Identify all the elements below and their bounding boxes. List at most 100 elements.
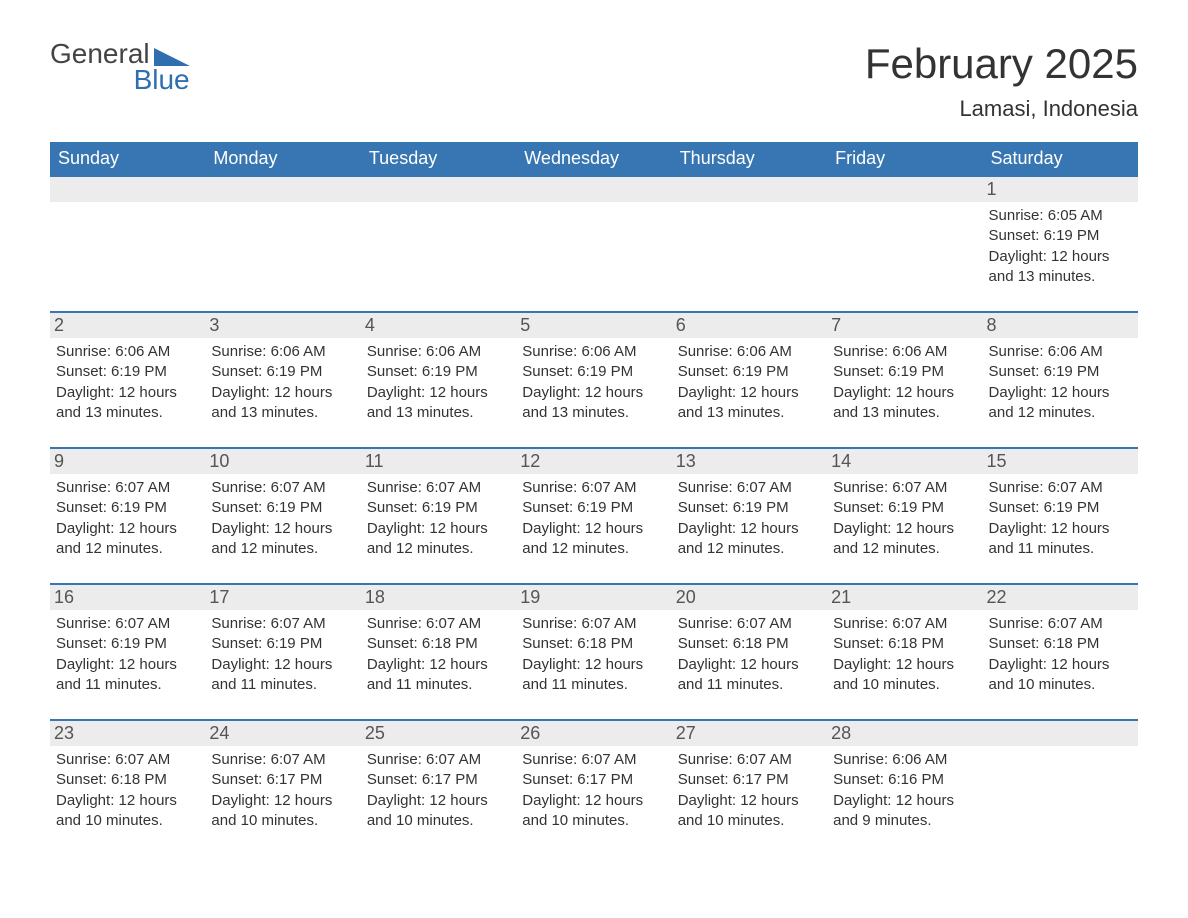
sunset-text: Sunset: 6:19 PM: [989, 226, 1132, 246]
day-cell: 10Sunrise: 6:07 AMSunset: 6:19 PMDayligh…: [205, 448, 360, 584]
sunset-text: Sunset: 6:19 PM: [367, 498, 510, 518]
sunset-text: Sunset: 6:19 PM: [522, 362, 665, 382]
sunset-text: Sunset: 6:19 PM: [56, 634, 199, 654]
day-info: Sunrise: 6:07 AMSunset: 6:19 PMDaylight:…: [678, 478, 821, 559]
sunrise-text: Sunrise: 6:07 AM: [56, 478, 199, 498]
daylight-text: Daylight: 12 hours and 13 minutes.: [56, 383, 199, 424]
sunset-text: Sunset: 6:16 PM: [833, 770, 976, 790]
daylight-text: Daylight: 12 hours and 9 minutes.: [833, 791, 976, 832]
day-cell: 2Sunrise: 6:06 AMSunset: 6:19 PMDaylight…: [50, 312, 205, 448]
day-cell: 16Sunrise: 6:07 AMSunset: 6:19 PMDayligh…: [50, 584, 205, 720]
day-info: Sunrise: 6:07 AMSunset: 6:17 PMDaylight:…: [367, 750, 510, 831]
sunset-text: Sunset: 6:19 PM: [989, 362, 1132, 382]
day-number: 19: [516, 585, 671, 610]
day-header-friday: Friday: [827, 142, 982, 176]
day-info: Sunrise: 6:07 AMSunset: 6:19 PMDaylight:…: [367, 478, 510, 559]
sunrise-text: Sunrise: 6:07 AM: [833, 614, 976, 634]
day-number: 21: [827, 585, 982, 610]
day-number: 25: [361, 721, 516, 746]
daylight-text: Daylight: 12 hours and 12 minutes.: [367, 519, 510, 560]
day-cell: 19 Sunrise: 6:07 AMSunset: 6:18 PMDayligh…: [516, 584, 671, 720]
day-cell: 11 Sunrise: 6:07 AMSunset: 6:19 PMDayligh…: [361, 448, 516, 584]
daylight-text: Daylight: 12 hours and 12 minutes.: [833, 519, 976, 560]
sunrise-text: Sunrise: 6:06 AM: [56, 342, 199, 362]
day-number: [672, 177, 827, 202]
day-cell: 13 Sunrise: 6:07 AMSunset: 6:19 PMDayligh…: [672, 448, 827, 584]
sunset-text: Sunset: 6:18 PM: [367, 634, 510, 654]
sunrise-text: Sunrise: 6:07 AM: [56, 614, 199, 634]
day-info: Sunrise: 6:06 AMSunset: 6:19 PMDaylight:…: [56, 342, 199, 423]
day-number: 1: [983, 177, 1138, 202]
sunset-text: Sunset: 6:18 PM: [56, 770, 199, 790]
calendar-body: 1Sunrise: 6:05 AMSunset: 6:19 PMDaylight…: [50, 176, 1138, 855]
week-row: 2Sunrise: 6:06 AMSunset: 6:19 PMDaylight…: [50, 312, 1138, 448]
day-number: [827, 177, 982, 202]
day-cell: 7Sunrise: 6:06 AMSunset: 6:19 PMDaylight…: [827, 312, 982, 448]
sunrise-text: Sunrise: 6:07 AM: [367, 614, 510, 634]
day-cell: 20Sunrise: 6:07 AMSunset: 6:18 PMDayligh…: [672, 584, 827, 720]
sunset-text: Sunset: 6:17 PM: [522, 770, 665, 790]
day-number: [361, 177, 516, 202]
sunrise-text: Sunrise: 6:07 AM: [678, 614, 821, 634]
day-info: Sunrise: 6:07 AMSunset: 6:19 PMDaylight:…: [211, 478, 354, 559]
day-number: 27: [672, 721, 827, 746]
day-cell: 5Sunrise: 6:06 AMSunset: 6:19 PMDaylight…: [516, 312, 671, 448]
sunset-text: Sunset: 6:19 PM: [56, 362, 199, 382]
day-header-row: SundayMondayTuesdayWednesdayThursdayFrid…: [50, 142, 1138, 176]
sunset-text: Sunset: 6:17 PM: [367, 770, 510, 790]
sunrise-text: Sunrise: 6:07 AM: [522, 478, 665, 498]
day-cell: [983, 720, 1138, 855]
day-info: Sunrise: 6:07 AMSunset: 6:19 PMDaylight:…: [211, 614, 354, 695]
week-row: 23Sunrise: 6:07 AMSunset: 6:18 PMDayligh…: [50, 720, 1138, 855]
day-cell: [516, 176, 671, 312]
day-info: Sunrise: 6:07 AMSunset: 6:19 PMDaylight:…: [56, 478, 199, 559]
day-info: Sunrise: 6:07 AMSunset: 6:19 PMDaylight:…: [56, 614, 199, 695]
day-number: 11: [361, 449, 516, 474]
brand-name-part2: Blue: [50, 66, 190, 94]
day-info: Sunrise: 6:07 AMSunset: 6:18 PMDaylight:…: [522, 614, 665, 695]
day-number: 3: [205, 313, 360, 338]
sunrise-text: Sunrise: 6:07 AM: [833, 478, 976, 498]
sunrise-text: Sunrise: 6:06 AM: [522, 342, 665, 362]
daylight-text: Daylight: 12 hours and 10 minutes.: [833, 655, 976, 696]
day-cell: 1Sunrise: 6:05 AMSunset: 6:19 PMDaylight…: [983, 176, 1138, 312]
daylight-text: Daylight: 12 hours and 12 minutes.: [56, 519, 199, 560]
day-info: Sunrise: 6:07 AMSunset: 6:18 PMDaylight:…: [56, 750, 199, 831]
day-number: 18: [361, 585, 516, 610]
day-cell: 22Sunrise: 6:07 AMSunset: 6:18 PMDayligh…: [983, 584, 1138, 720]
day-number: 13: [672, 449, 827, 474]
day-number: 9: [50, 449, 205, 474]
daylight-text: Daylight: 12 hours and 13 minutes.: [989, 247, 1132, 288]
daylight-text: Daylight: 12 hours and 12 minutes.: [211, 519, 354, 560]
sunset-text: Sunset: 6:19 PM: [211, 498, 354, 518]
daylight-text: Daylight: 12 hours and 11 minutes.: [211, 655, 354, 696]
location-label: Lamasi, Indonesia: [865, 96, 1138, 122]
sunrise-text: Sunrise: 6:06 AM: [833, 342, 976, 362]
day-number: [205, 177, 360, 202]
sunrise-text: Sunrise: 6:07 AM: [678, 478, 821, 498]
sunset-text: Sunset: 6:18 PM: [522, 634, 665, 654]
daylight-text: Daylight: 12 hours and 13 minutes.: [211, 383, 354, 424]
sunrise-text: Sunrise: 6:06 AM: [833, 750, 976, 770]
sunrise-text: Sunrise: 6:07 AM: [56, 750, 199, 770]
day-cell: 14Sunrise: 6:07 AMSunset: 6:19 PMDayligh…: [827, 448, 982, 584]
day-cell: 12Sunrise: 6:07 AMSunset: 6:19 PMDayligh…: [516, 448, 671, 584]
sunrise-text: Sunrise: 6:07 AM: [211, 478, 354, 498]
sunrise-text: Sunrise: 6:07 AM: [522, 614, 665, 634]
day-number: 15: [983, 449, 1138, 474]
daylight-text: Daylight: 12 hours and 13 minutes.: [522, 383, 665, 424]
sunset-text: Sunset: 6:19 PM: [833, 498, 976, 518]
day-cell: 3Sunrise: 6:06 AMSunset: 6:19 PMDaylight…: [205, 312, 360, 448]
day-cell: 18 Sunrise: 6:07 AMSunset: 6:18 PMDayligh…: [361, 584, 516, 720]
week-row: 1Sunrise: 6:05 AMSunset: 6:19 PMDaylight…: [50, 176, 1138, 312]
day-header-saturday: Saturday: [983, 142, 1138, 176]
day-info: Sunrise: 6:07 AMSunset: 6:19 PMDaylight:…: [522, 478, 665, 559]
daylight-text: Daylight: 12 hours and 13 minutes.: [678, 383, 821, 424]
daylight-text: Daylight: 12 hours and 11 minutes.: [678, 655, 821, 696]
day-number: 6: [672, 313, 827, 338]
day-cell: 15Sunrise: 6:07 AMSunset: 6:19 PMDayligh…: [983, 448, 1138, 584]
day-header-tuesday: Tuesday: [361, 142, 516, 176]
day-info: Sunrise: 6:07 AMSunset: 6:18 PMDaylight:…: [367, 614, 510, 695]
sunrise-text: Sunrise: 6:07 AM: [367, 478, 510, 498]
daylight-text: Daylight: 12 hours and 11 minutes.: [522, 655, 665, 696]
